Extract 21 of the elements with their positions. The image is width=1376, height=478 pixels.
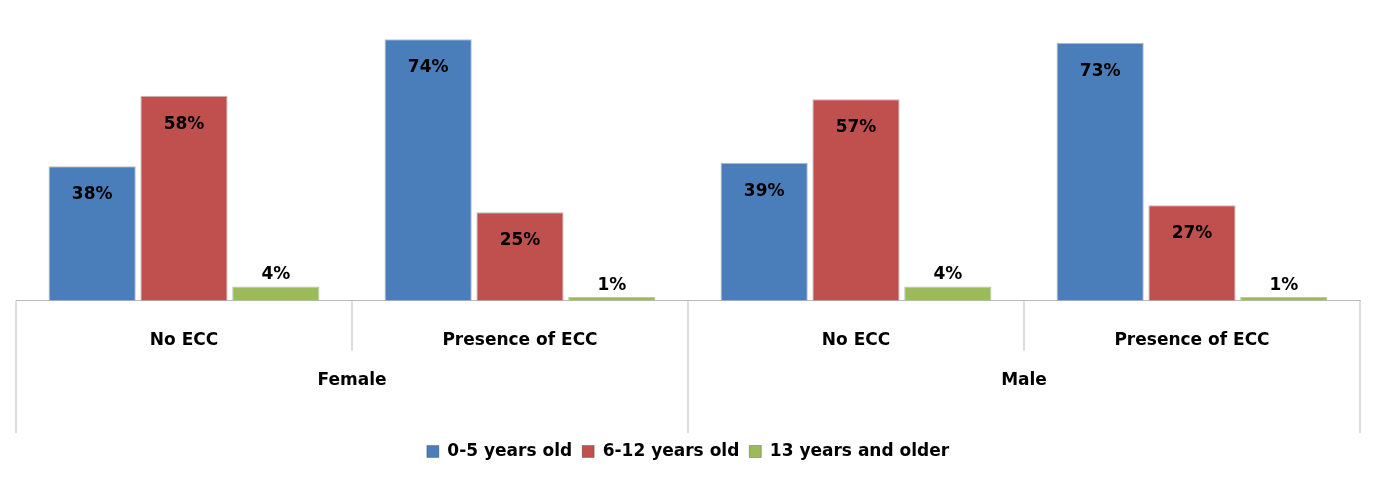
legend-label: 13 years and older — [769, 439, 950, 460]
data-label: 57% — [835, 116, 877, 137]
text: Male — [1001, 369, 1047, 390]
data-label: 1% — [1269, 273, 1299, 294]
data-label: 39% — [743, 179, 785, 200]
data-label: 27% — [1171, 222, 1213, 243]
text: Female — [317, 369, 387, 390]
x-tick-label: Presence of ECC — [1114, 329, 1270, 350]
x-tick-label: Presence of ECC — [442, 329, 598, 350]
data-label: 73% — [1079, 59, 1121, 80]
data-label: 74% — [407, 56, 449, 77]
data-label: 25% — [499, 229, 541, 250]
data-label: 1% — [597, 273, 627, 294]
x-tick-label: No ECC — [821, 329, 891, 350]
data-label: 38% — [71, 183, 113, 204]
legend-label: 6-12 years old — [602, 439, 740, 460]
data-label: 58% — [163, 112, 205, 133]
data-label: 4% — [261, 263, 291, 284]
x-tick-label: No ECC — [149, 329, 219, 350]
legend-label: 0-5 years old — [447, 439, 573, 460]
data-label: 4% — [933, 263, 963, 284]
